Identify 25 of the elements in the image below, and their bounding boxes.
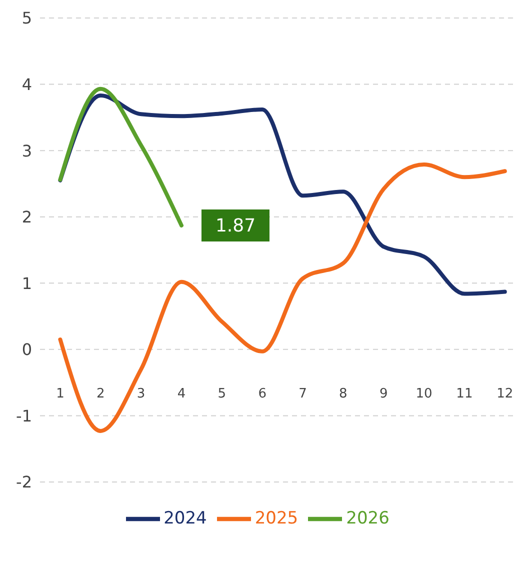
x-tick-label: 5 [218, 386, 226, 402]
x-tick-label: 3 [136, 386, 146, 402]
y-tick-label: 4 [22, 74, 32, 94]
y-tick-label: 5 [22, 8, 32, 28]
x-tick-label: 4 [177, 386, 186, 402]
y-tick-label: 0 [22, 340, 32, 360]
y-tick-label: 1 [22, 274, 32, 293]
annotation: 1.87 [215, 215, 256, 236]
x-tick-label: 8 [339, 386, 348, 402]
y-tick-label: 2 [22, 208, 32, 227]
x-tick-label: 11 [456, 386, 473, 402]
x-tick-label: 6 [258, 386, 266, 402]
legend-label: 2024 [164, 508, 207, 529]
legend-label: 2026 [346, 508, 390, 529]
x-tick-label: 7 [298, 386, 307, 402]
y-tick-label: -1 [16, 406, 32, 426]
legend-label: 2025 [254, 508, 298, 529]
line-series [58, 86, 184, 228]
x-tick-label: 1 [56, 386, 64, 402]
x-tick-label: 2 [96, 386, 105, 402]
y-tick-label: 3 [22, 141, 32, 160]
y-tick-label: -2 [16, 472, 32, 492]
x-tick-label: 12 [496, 386, 514, 402]
x-tick-label: 9 [379, 386, 388, 402]
x-tick-label: 10 [416, 386, 432, 402]
